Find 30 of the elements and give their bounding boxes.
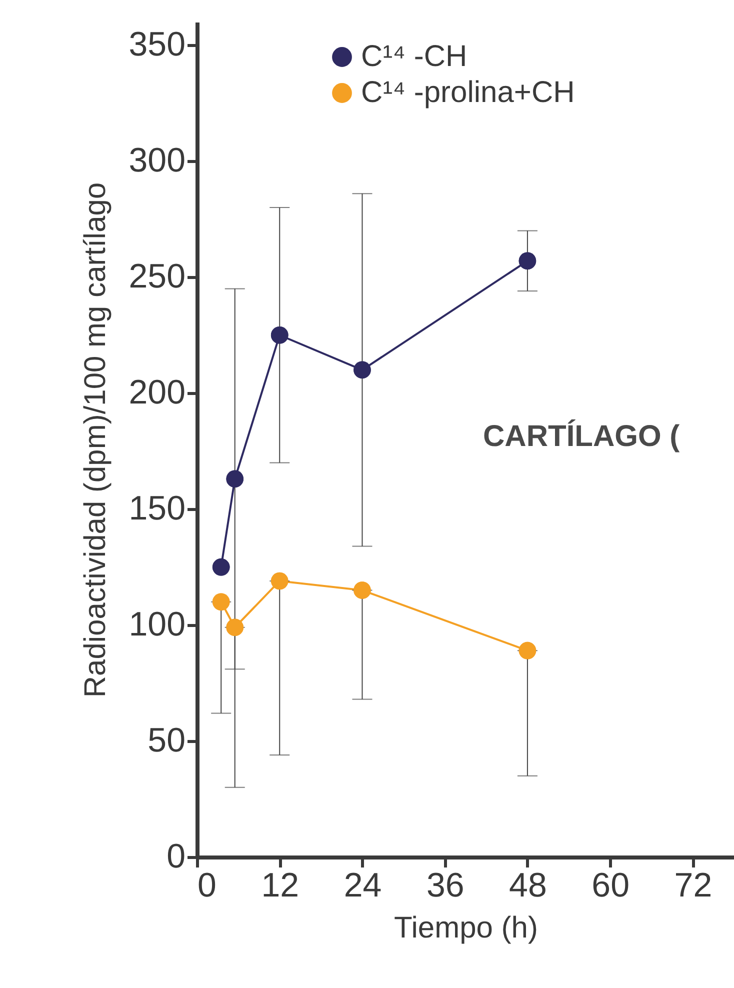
- x-tick-label: 36: [426, 866, 464, 904]
- y-axis-title: Radioactividad (dpm)/100 mg cartílago: [78, 182, 112, 698]
- point: [354, 361, 371, 379]
- x-tick-label: 72: [674, 866, 712, 904]
- y-tick-label: 150: [128, 490, 186, 528]
- x-axis-title: Tiempo (h): [394, 912, 538, 944]
- y-tick-label: 50: [148, 722, 186, 760]
- y-tick-label: 250: [128, 258, 186, 296]
- y-tick-label: 300: [128, 142, 186, 180]
- legend-label: C¹⁴ -prolina+CH: [361, 76, 575, 109]
- point: [518, 642, 536, 660]
- point: [270, 326, 288, 344]
- point: [354, 582, 371, 599]
- point: [212, 593, 230, 611]
- point: [226, 470, 244, 488]
- point: [518, 252, 536, 270]
- x-tick-label: 60: [592, 866, 630, 904]
- y-tick-label: 200: [128, 374, 186, 412]
- point: [226, 618, 244, 636]
- y-tick-label: 350: [128, 26, 186, 64]
- legend-label: C¹⁴ -CH: [361, 40, 468, 73]
- x-tick-label: 48: [509, 866, 547, 904]
- y-tick-label: 100: [128, 606, 186, 644]
- x-tick-label: 0: [198, 866, 216, 904]
- annotation: CARTÍLAGO (: [483, 419, 680, 453]
- point: [270, 572, 288, 590]
- x-tick-label: 24: [344, 866, 382, 904]
- y-tick-label: 0: [166, 838, 186, 876]
- x-tick-label: 12: [261, 866, 300, 904]
- point: [212, 558, 230, 576]
